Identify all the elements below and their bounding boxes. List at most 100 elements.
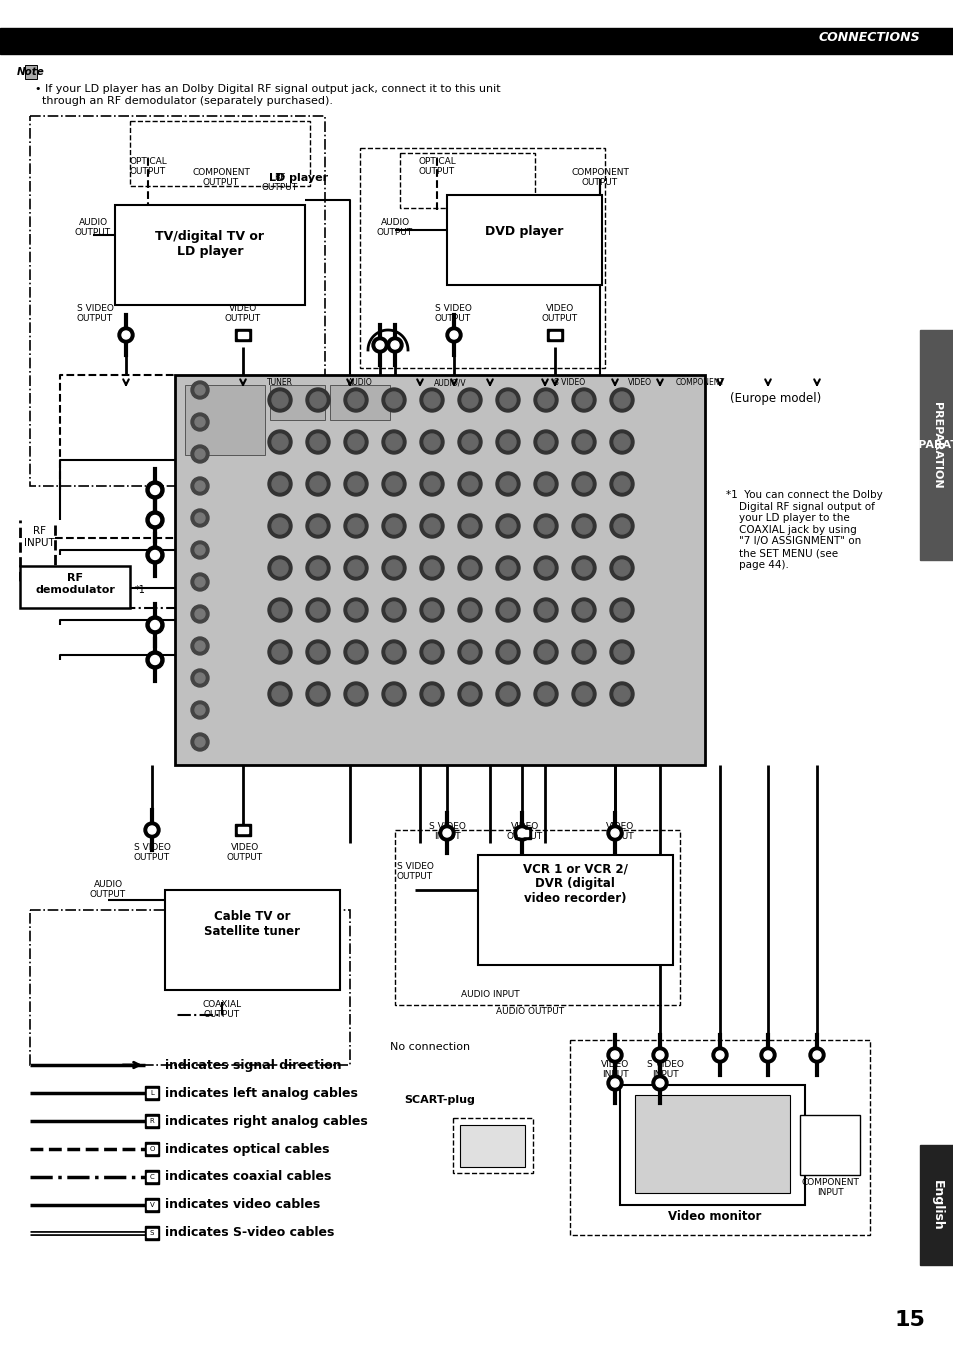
Circle shape (423, 392, 439, 408)
Circle shape (438, 825, 455, 841)
Text: English: English (929, 1180, 943, 1231)
Circle shape (272, 518, 288, 534)
Text: L: L (150, 1091, 153, 1096)
Circle shape (151, 515, 159, 524)
Text: LD player: LD player (269, 173, 328, 183)
Text: SCART-plug: SCART-plug (404, 1095, 475, 1105)
Circle shape (146, 546, 164, 563)
Circle shape (381, 599, 406, 621)
Circle shape (194, 609, 205, 619)
Circle shape (537, 559, 554, 576)
Text: VCR 1 or VCR 2/
DVR (digital
video recorder): VCR 1 or VCR 2/ DVR (digital video recor… (522, 861, 627, 905)
Circle shape (457, 555, 481, 580)
Bar (395, 830, 679, 1006)
Circle shape (572, 682, 596, 706)
Circle shape (310, 644, 326, 661)
Circle shape (306, 599, 330, 621)
Circle shape (606, 1074, 622, 1091)
Bar (234, 824, 251, 836)
Text: RF
OUTPUT: RF OUTPUT (262, 173, 297, 193)
Circle shape (386, 603, 401, 617)
Circle shape (457, 682, 481, 706)
Circle shape (386, 434, 401, 450)
Text: Video monitor: Video monitor (668, 1211, 760, 1223)
Circle shape (419, 682, 443, 706)
Text: S VIDEO
OUTPUT: S VIDEO OUTPUT (76, 305, 113, 324)
Circle shape (344, 640, 368, 665)
Circle shape (306, 388, 330, 412)
Text: AUDIO: AUDIO (347, 377, 372, 387)
Circle shape (496, 472, 519, 496)
Circle shape (272, 603, 288, 617)
Circle shape (268, 640, 292, 665)
Circle shape (191, 381, 209, 399)
Bar (800, 1115, 859, 1175)
Circle shape (419, 514, 443, 538)
Circle shape (450, 332, 457, 338)
Circle shape (191, 541, 209, 559)
Circle shape (716, 1051, 723, 1060)
Bar (237, 332, 248, 338)
Circle shape (576, 392, 592, 408)
Circle shape (268, 514, 292, 538)
Bar (147, 1117, 157, 1126)
Circle shape (386, 644, 401, 661)
Circle shape (572, 514, 596, 538)
Circle shape (534, 640, 558, 665)
Circle shape (656, 1051, 663, 1060)
Circle shape (344, 599, 368, 621)
Circle shape (537, 603, 554, 617)
Circle shape (151, 655, 159, 665)
Circle shape (537, 518, 554, 534)
Circle shape (348, 434, 364, 450)
Circle shape (537, 476, 554, 492)
Circle shape (310, 392, 326, 408)
Circle shape (609, 599, 634, 621)
Circle shape (268, 682, 292, 706)
Text: COMPONENT
OUTPUT: COMPONENT OUTPUT (571, 168, 628, 187)
Circle shape (609, 682, 634, 706)
Bar (145, 1225, 159, 1240)
Circle shape (461, 392, 477, 408)
Text: COMPONENT
OUTPUT: COMPONENT OUTPUT (192, 168, 250, 187)
Circle shape (348, 476, 364, 492)
Circle shape (423, 476, 439, 492)
Circle shape (194, 514, 205, 523)
Circle shape (610, 1078, 618, 1086)
Circle shape (614, 686, 629, 702)
Circle shape (391, 341, 398, 349)
Circle shape (191, 638, 209, 655)
Bar (25, 65, 37, 80)
Text: S VIDEO
OUTPUT: S VIDEO OUTPUT (133, 842, 171, 863)
Circle shape (348, 518, 364, 534)
Circle shape (419, 388, 443, 412)
Circle shape (537, 644, 554, 661)
Text: R: R (150, 1117, 154, 1124)
Text: S VIDEO
INPUT: S VIDEO INPUT (646, 1060, 682, 1080)
Text: S VIDEO
OUTPUT: S VIDEO OUTPUT (396, 861, 433, 882)
Circle shape (423, 518, 439, 534)
Circle shape (146, 651, 164, 669)
Circle shape (272, 686, 288, 702)
Bar (453, 1117, 533, 1173)
Circle shape (576, 644, 592, 661)
Circle shape (457, 514, 481, 538)
Circle shape (446, 328, 461, 342)
Text: VIDEO: VIDEO (627, 377, 651, 387)
Text: through an RF demodulator (separately purchased).: through an RF demodulator (separately pu… (35, 96, 333, 106)
Circle shape (194, 577, 205, 586)
Circle shape (272, 644, 288, 661)
Circle shape (194, 449, 205, 460)
Circle shape (496, 388, 519, 412)
Circle shape (151, 620, 159, 630)
Text: Note: Note (17, 67, 45, 77)
Bar (165, 890, 339, 989)
Circle shape (614, 559, 629, 576)
Circle shape (268, 430, 292, 454)
Text: indicates video cables: indicates video cables (165, 1198, 320, 1212)
Circle shape (310, 559, 326, 576)
Circle shape (576, 559, 592, 576)
Text: DVD player: DVD player (484, 225, 562, 239)
Bar (619, 1085, 804, 1205)
Text: TUNER: TUNER (267, 377, 293, 387)
